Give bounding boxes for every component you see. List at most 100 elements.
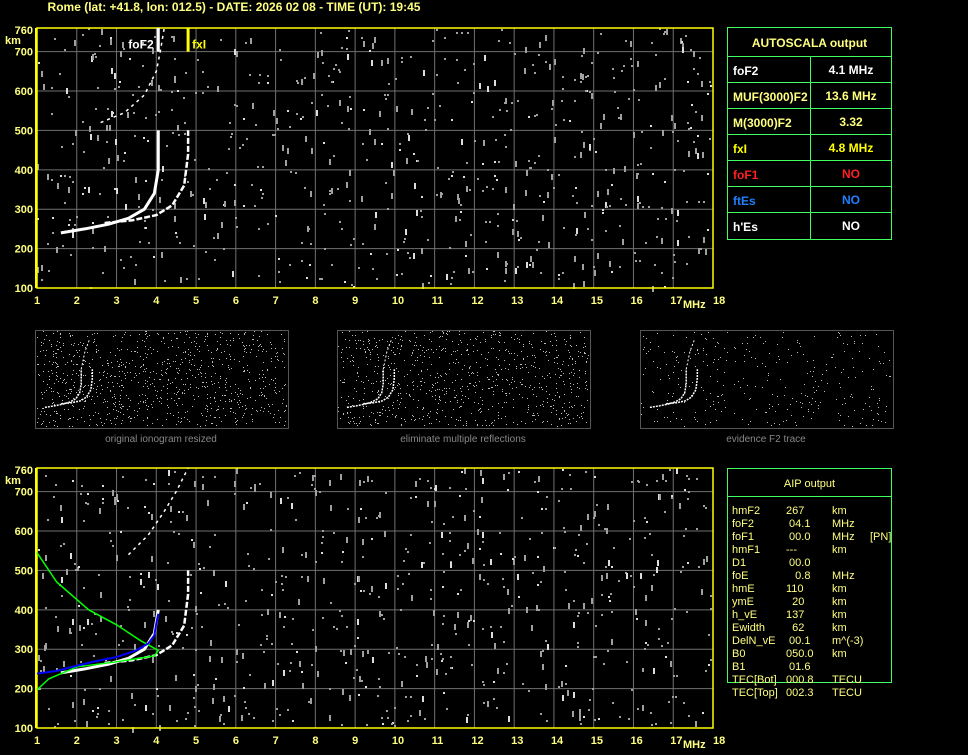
y-tick-label: 600 <box>15 86 33 98</box>
noise-pixel <box>536 396 537 397</box>
noise-pixel <box>359 417 360 418</box>
noise-pixel <box>283 399 284 400</box>
noise-pixel <box>674 608 676 610</box>
y-tick-label: 300 <box>15 644 33 656</box>
noise-pixel <box>725 407 726 408</box>
noise-pixel <box>668 701 670 703</box>
noise-pixel <box>134 135 136 137</box>
noise-pixel <box>674 169 676 171</box>
noise-pixel <box>56 668 58 670</box>
noise-pixel <box>83 375 84 376</box>
noise-pixel <box>240 390 241 391</box>
noise-pixel <box>94 339 95 340</box>
noise-pixel <box>147 140 149 142</box>
noise-pixel <box>586 362 587 363</box>
aip-row-b1: B1 01.6 <box>732 661 952 674</box>
noise-pixel <box>190 352 191 353</box>
noise-pixel <box>396 274 398 276</box>
noise-pixel <box>583 48 585 54</box>
noise-pixel <box>174 58 176 60</box>
noise-pixel <box>73 417 74 418</box>
noise-pixel <box>348 403 349 404</box>
noise-pixel <box>228 365 229 366</box>
noise-pixel <box>284 354 285 355</box>
noise-pixel <box>107 363 108 364</box>
noise-pixel <box>696 528 698 530</box>
noise-pixel <box>55 421 56 422</box>
noise-pixel <box>157 363 158 364</box>
noise-pixel <box>191 364 192 365</box>
noise-pixel <box>633 132 635 138</box>
noise-pixel <box>236 468 238 474</box>
noise-pixel <box>143 365 144 366</box>
noise-pixel <box>121 408 122 409</box>
noise-pixel <box>354 388 355 389</box>
noise-pixel <box>580 81 582 83</box>
noise-pixel <box>69 354 70 355</box>
noise-pixel <box>110 540 112 542</box>
noise-pixel <box>424 382 425 383</box>
noise-pixel <box>322 530 324 532</box>
noise-pixel <box>197 684 199 686</box>
param-name: MUF(3000)F2 <box>733 90 808 104</box>
noise-pixel <box>430 589 432 591</box>
noise-pixel <box>121 390 122 391</box>
noise-pixel <box>844 351 845 352</box>
noise-pixel <box>342 551 344 553</box>
noise-pixel <box>538 609 540 611</box>
noise-pixel <box>164 280 166 282</box>
noise-pixel <box>62 382 63 383</box>
noise-pixel <box>491 335 492 336</box>
noise-pixel <box>876 334 877 335</box>
noise-pixel <box>801 407 802 408</box>
noise-pixel <box>786 420 787 421</box>
noise-pixel <box>655 85 657 91</box>
noise-pixel <box>413 385 414 386</box>
noise-pixel <box>490 559 492 565</box>
noise-pixel <box>393 352 394 353</box>
noise-pixel <box>505 350 506 351</box>
y-tick-label: 700 <box>15 47 33 59</box>
noise-pixel <box>81 384 82 385</box>
noise-pixel <box>371 383 372 384</box>
noise-pixel <box>762 363 763 364</box>
noise-pixel <box>224 603 226 605</box>
noise-pixel <box>643 407 644 408</box>
noise-pixel <box>131 693 133 699</box>
noise-pixel <box>176 368 177 369</box>
noise-pixel <box>154 386 155 387</box>
noise-pixel <box>186 334 187 335</box>
aip-param-unit: km <box>832 622 847 634</box>
noise-pixel <box>643 336 644 337</box>
noise-pixel <box>248 565 250 567</box>
noise-pixel <box>186 278 188 280</box>
noise-pixel <box>464 550 466 552</box>
noise-pixel <box>437 167 439 169</box>
noise-pixel <box>230 345 231 346</box>
noise-pixel <box>413 399 414 400</box>
noise-pixel <box>409 395 410 396</box>
noise-pixel <box>579 709 581 715</box>
noise-pixel <box>358 694 360 696</box>
noise-pixel <box>398 408 399 409</box>
noise-pixel <box>703 237 705 243</box>
noise-pixel <box>740 387 741 388</box>
noise-pixel <box>146 331 147 332</box>
noise-pixel <box>207 336 208 337</box>
noise-pixel <box>528 160 530 162</box>
noise-pixel <box>587 75 589 77</box>
noise-pixel <box>64 379 65 380</box>
noise-pixel <box>433 610 435 616</box>
noise-pixel <box>486 268 488 270</box>
noise-pixel <box>393 347 394 348</box>
noise-pixel <box>79 409 80 410</box>
noise-pixel <box>411 595 413 601</box>
noise-pixel <box>158 85 160 91</box>
noise-pixel <box>244 370 245 371</box>
x-tick-label: 10 <box>392 295 404 307</box>
noise-pixel <box>657 560 659 566</box>
noise-pixel <box>212 365 213 366</box>
noise-pixel <box>743 378 744 379</box>
noise-pixel <box>73 370 74 371</box>
noise-pixel <box>167 562 169 564</box>
